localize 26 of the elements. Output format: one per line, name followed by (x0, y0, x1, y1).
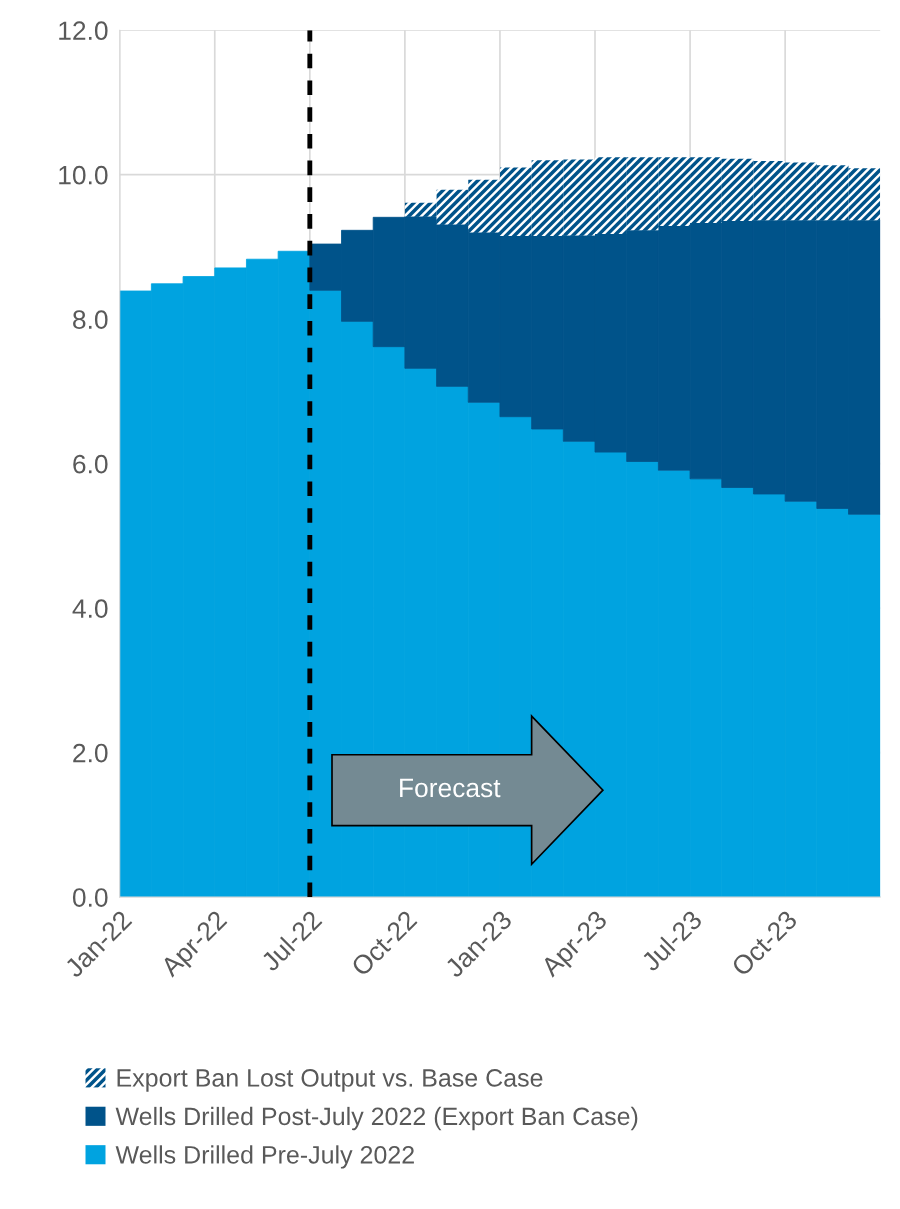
bar (721, 158, 754, 221)
bar (499, 167, 532, 237)
bar (595, 157, 627, 234)
bar (753, 160, 786, 221)
bar (563, 159, 596, 236)
y-tick-label: 10.0 (59, 165, 108, 185)
bar (658, 157, 691, 226)
legend-label: Wells Drilled Post-July 2022 (Export Ban Case) (115, 1106, 638, 1131)
bar (468, 179, 500, 233)
legend-label: Export Ban Lost Output vs. Base Case (117, 1069, 543, 1092)
y-tick-label: 4.0 (72, 599, 108, 618)
bar (626, 157, 659, 231)
bar (848, 168, 881, 221)
y-tick-label: 2.0 (73, 743, 108, 763)
y-tick-label: 6.0 (73, 454, 108, 474)
bar (531, 160, 564, 237)
bar (404, 202, 437, 217)
bar (785, 162, 817, 221)
bar (690, 157, 722, 224)
bar (816, 165, 849, 221)
annotation: Forecast (400, 778, 501, 798)
y-tick-label: 12.0 (59, 21, 108, 41)
bar (436, 189, 469, 225)
legend-label: Wells Drilled Pre-July 2022 (115, 1145, 414, 1169)
y-tick-label: 8.0 (73, 310, 108, 329)
y-tick-label: 0.0 (72, 888, 108, 907)
